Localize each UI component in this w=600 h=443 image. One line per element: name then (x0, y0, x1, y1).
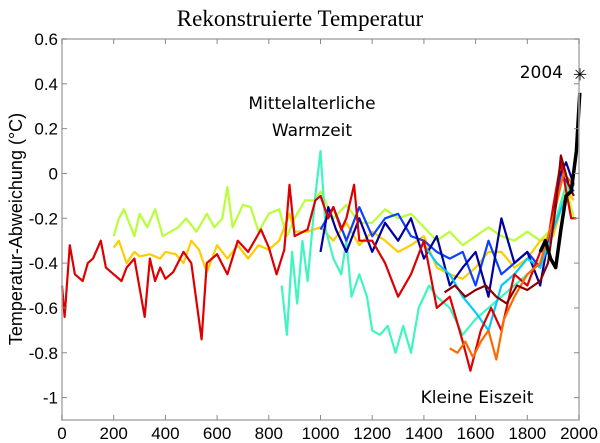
x-tick-label: 2000 (560, 424, 598, 443)
x-tick-label: 800 (255, 424, 283, 443)
x-tick-label: 1400 (405, 424, 443, 443)
series-line-7 (449, 172, 575, 361)
series-line-6 (60, 161, 577, 372)
y-tick-label: 0.6 (34, 30, 58, 49)
y-tick-label: -1 (43, 389, 58, 408)
y-tick-label: -0.6 (29, 299, 58, 318)
y-tick-label: -0.8 (29, 344, 58, 363)
x-tick-label: 600 (203, 424, 231, 443)
ticks-layer: 0 200 400 600 800 1000 1200 1400 1600 1800 2000 0.6… (29, 30, 598, 443)
y-tick-label: 0.4 (34, 75, 58, 94)
y-tick-label: -0.4 (29, 254, 58, 273)
series-line-2 (280, 150, 575, 354)
y-axis-label: Temperatur-Abweichung (°C) (6, 113, 26, 345)
annotation-warm-line2: Warmzeit (272, 121, 352, 141)
series-line-4 (319, 161, 575, 298)
x-tick-label: 200 (100, 424, 128, 443)
x-tick-label: 1000 (302, 424, 340, 443)
annotation-cold: Kleine Eiszeit (421, 388, 534, 408)
y-tick-label: 0.2 (34, 120, 58, 139)
annotation-warm-line1: Mittelalterliche (248, 94, 375, 114)
y-tick-label: 0 (49, 164, 58, 183)
chart-title: Rekonstruierte Temperatur (177, 6, 424, 31)
x-tick-label: 1200 (353, 424, 391, 443)
series-line-0 (112, 185, 575, 247)
x-tick-label: 0 (57, 424, 66, 443)
x-tick-label: 1800 (508, 424, 546, 443)
series-line-8 (443, 154, 575, 305)
x-tick-label: 1600 (457, 424, 495, 443)
marker-label: 2004 (520, 63, 563, 83)
y-tick-label: -0.2 (29, 209, 58, 228)
x-tick-label: 400 (151, 424, 179, 443)
marker-2004: ✳ (573, 66, 587, 86)
